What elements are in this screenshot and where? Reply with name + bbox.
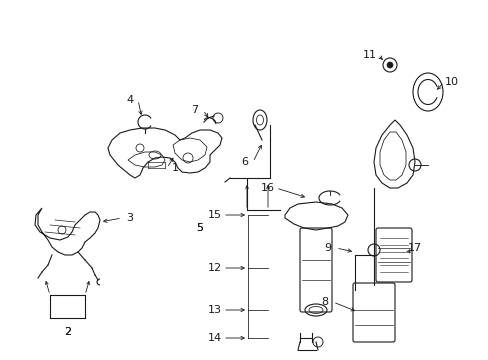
Text: 16: 16 [261, 183, 274, 193]
Text: 7: 7 [191, 105, 198, 115]
Text: 5: 5 [196, 223, 203, 233]
Text: 14: 14 [207, 333, 222, 343]
Text: 4: 4 [126, 95, 133, 105]
Text: 9: 9 [324, 243, 331, 253]
Text: 3: 3 [126, 213, 133, 223]
Text: 10: 10 [444, 77, 458, 87]
Text: 2: 2 [64, 327, 71, 337]
Text: 6: 6 [241, 157, 248, 167]
Text: 13: 13 [207, 305, 222, 315]
Text: 8: 8 [321, 297, 328, 307]
Text: 12: 12 [207, 263, 222, 273]
Text: 5: 5 [196, 223, 203, 233]
Circle shape [386, 62, 392, 68]
Text: 15: 15 [207, 210, 222, 220]
Text: 2: 2 [64, 327, 71, 337]
Text: 17: 17 [407, 243, 421, 253]
Text: 11: 11 [362, 50, 376, 60]
Text: 1: 1 [171, 163, 178, 173]
